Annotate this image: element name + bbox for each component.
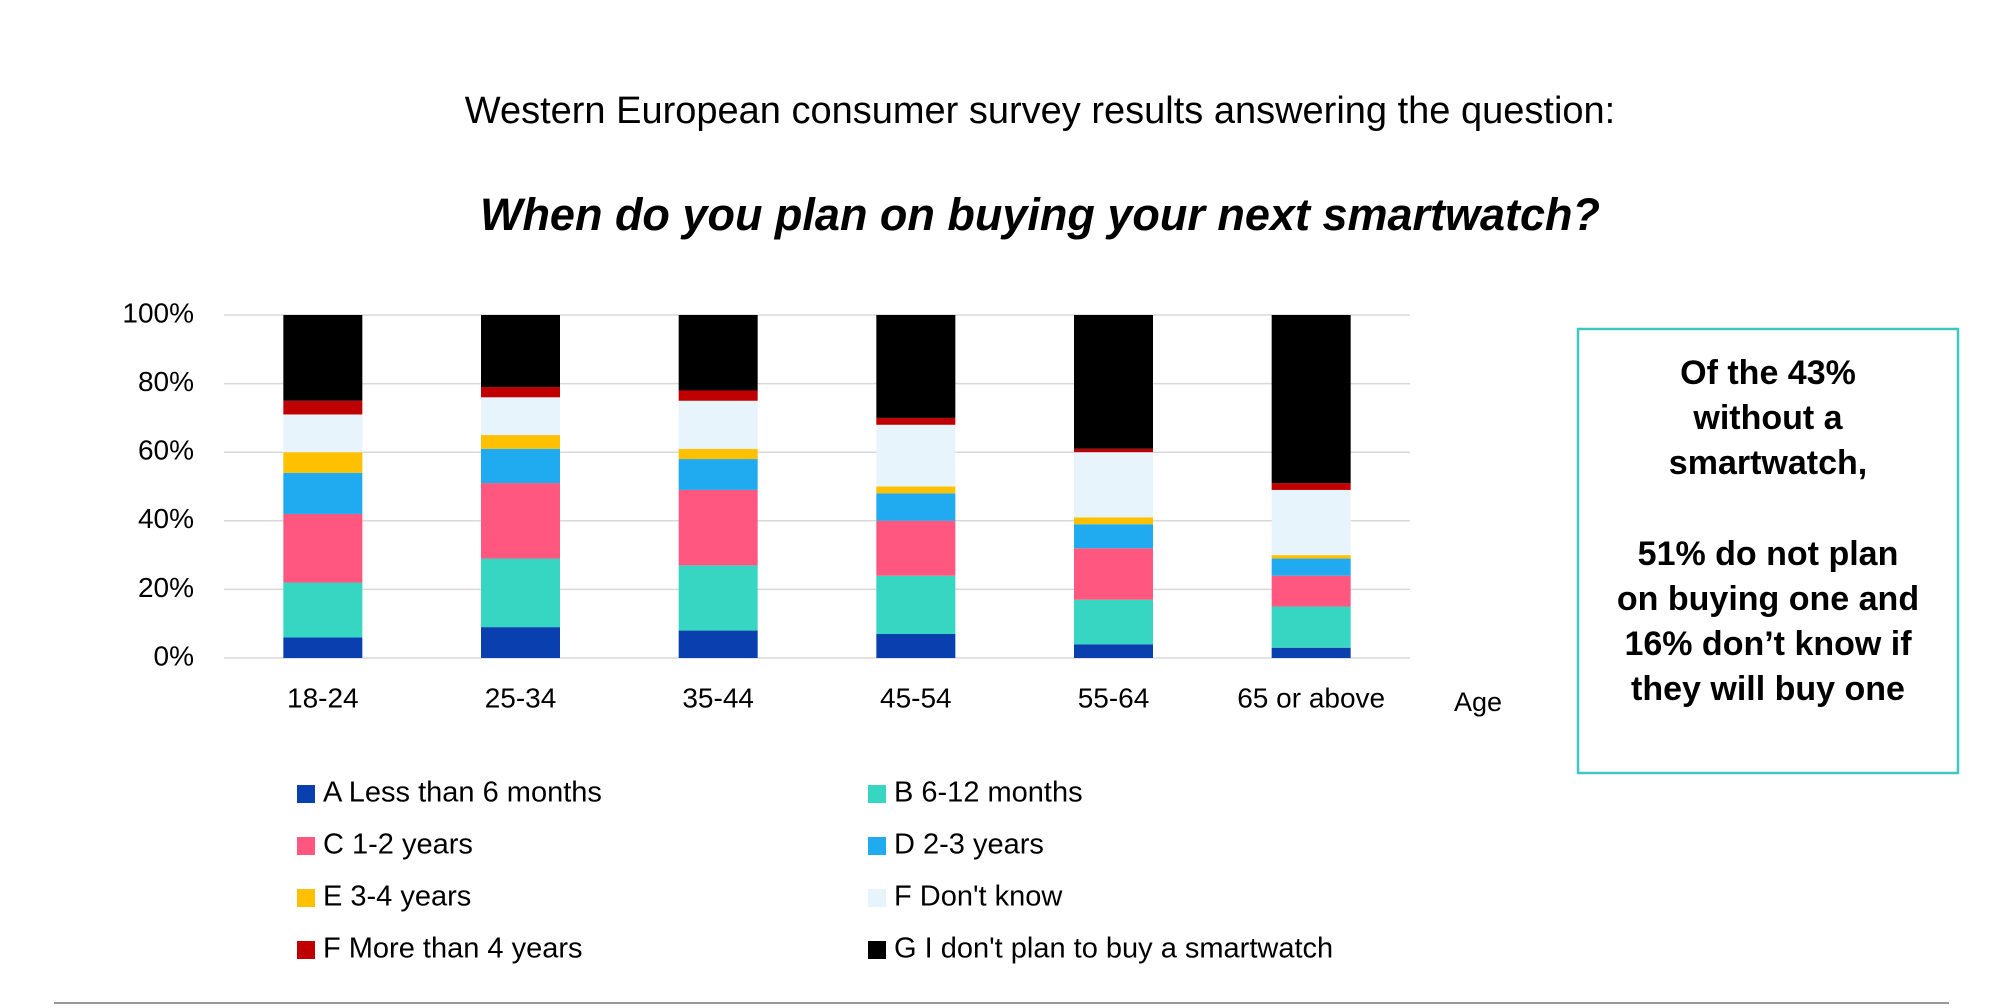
bar-segment xyxy=(1271,575,1351,607)
x-axis-label: Age xyxy=(1454,687,1502,717)
bar-segment xyxy=(678,315,758,391)
bar-segment xyxy=(876,315,956,418)
legend-label: C 1-2 years xyxy=(323,829,473,861)
bar-segment xyxy=(481,397,560,436)
legend-swatch xyxy=(868,785,886,803)
legend-label: G I don't plan to buy a smartwatch xyxy=(894,933,1333,965)
bar-segment xyxy=(1271,483,1351,490)
bar-segment xyxy=(1074,448,1153,453)
bar-segment xyxy=(678,459,758,490)
bar-segment xyxy=(876,417,956,425)
annotation-text: Of the 43% xyxy=(1680,354,1856,392)
bar-segment xyxy=(1074,524,1153,549)
legend-swatch xyxy=(868,941,886,959)
annotation-text: they will buy one xyxy=(1631,670,1905,708)
bar-segment xyxy=(876,493,956,521)
bar-segment xyxy=(1271,315,1351,484)
legend-label: B 6-12 months xyxy=(894,777,1083,809)
bar-segment xyxy=(1074,548,1153,600)
annotation-text: 16% don’t know if xyxy=(1624,625,1912,663)
annotation-box xyxy=(1576,327,1960,775)
bar-segment xyxy=(481,627,560,658)
legend-swatch xyxy=(297,785,315,803)
legend-swatch xyxy=(868,837,886,855)
bar-segment xyxy=(1271,489,1351,556)
y-tick-label: 80% xyxy=(138,366,194,397)
bar-segment xyxy=(481,558,560,628)
bar-segment xyxy=(283,582,363,638)
bar-segment xyxy=(481,387,560,398)
annotation-text: on buying one and xyxy=(1617,580,1919,618)
bar-segment xyxy=(283,400,363,415)
legend-label: F More than 4 years xyxy=(323,933,583,965)
x-tick-label: 18-24 xyxy=(287,682,359,713)
bar-segment xyxy=(678,400,758,449)
legend-label: A Less than 6 months xyxy=(323,777,602,809)
bar-segment xyxy=(678,489,758,566)
y-tick-label: 100% xyxy=(122,297,194,328)
bar-segment xyxy=(481,435,560,449)
x-tick-label: 65 or above xyxy=(1237,682,1385,713)
annotation-text: smartwatch, xyxy=(1669,444,1867,482)
bar-segment xyxy=(678,390,758,401)
bar-segment xyxy=(678,565,758,631)
legend-swatch xyxy=(297,889,315,907)
x-tick-label: 45-54 xyxy=(880,682,952,713)
bar-segment xyxy=(1271,647,1351,658)
bar-segment xyxy=(283,472,363,514)
bar-segment xyxy=(481,315,560,388)
x-tick-label: 35-44 xyxy=(682,682,754,713)
legend-label: F Don't know xyxy=(894,881,1063,913)
bar-segment xyxy=(876,575,956,634)
bar-segment xyxy=(876,520,956,576)
bar-segment xyxy=(876,633,956,658)
bar-segment xyxy=(283,315,363,401)
legend-swatch xyxy=(868,889,886,907)
bar-segment xyxy=(678,630,758,658)
bar-segment xyxy=(1271,558,1351,576)
bar-segment xyxy=(876,424,956,487)
bar-segment xyxy=(1074,599,1153,645)
legend-swatch xyxy=(297,941,315,959)
bar-segment xyxy=(481,448,560,484)
bar-segment xyxy=(1271,606,1351,648)
chart-subtitle: When do you plan on buying your next sma… xyxy=(480,189,1600,240)
x-tick-label: 25-34 xyxy=(485,682,557,713)
annotation-text: without a xyxy=(1692,399,1843,437)
bar-segment xyxy=(1074,452,1153,518)
bar-segment xyxy=(283,452,363,473)
y-tick-label: 60% xyxy=(138,435,194,466)
chart-title: Western European consumer survey results… xyxy=(465,90,1615,132)
bar-segment xyxy=(1074,644,1153,658)
bar-segment xyxy=(678,448,758,460)
bar-segment xyxy=(1271,555,1351,559)
annotation-text: 51% do not plan xyxy=(1638,535,1899,573)
legend-label: D 2-3 years xyxy=(894,829,1044,861)
x-tick-label: 55-64 xyxy=(1078,682,1150,713)
bar-segment xyxy=(283,414,363,453)
legend-label: E 3-4 years xyxy=(323,881,471,913)
y-tick-label: 40% xyxy=(138,503,194,534)
bar-segment xyxy=(283,513,363,583)
bar-segment xyxy=(876,486,956,494)
y-tick-label: 0% xyxy=(154,640,194,671)
bar-segment xyxy=(283,637,363,658)
bar-segment xyxy=(1074,315,1153,449)
bar-segment xyxy=(481,483,560,559)
y-tick-label: 20% xyxy=(138,572,194,603)
legend-swatch xyxy=(297,837,315,855)
bar-segment xyxy=(1074,517,1153,525)
